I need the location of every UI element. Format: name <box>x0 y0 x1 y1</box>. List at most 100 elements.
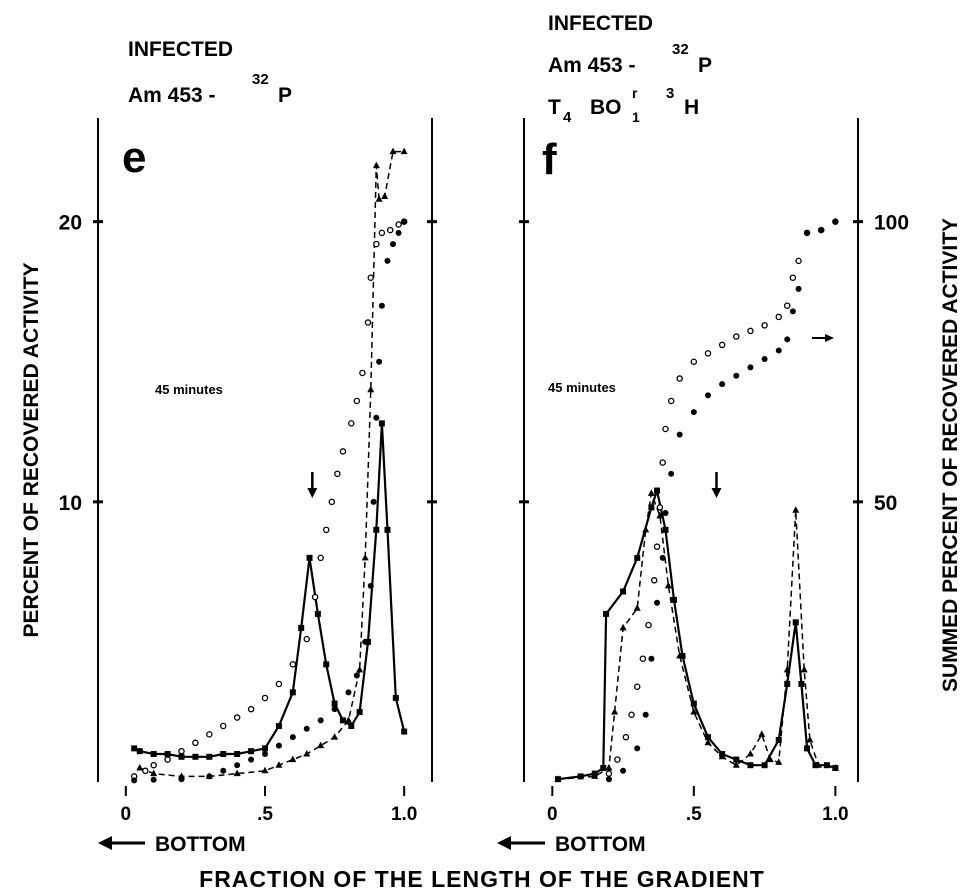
marker-filled-circle <box>370 498 377 505</box>
marker-filled-circle <box>733 372 740 379</box>
marker-filled-circle <box>178 776 185 783</box>
y-axis-label: PERCENT OF RECOVERED ACTIVITY <box>20 263 43 638</box>
x-tick-label: .5 <box>686 804 702 825</box>
marker-open-circle <box>339 448 347 455</box>
marker-square <box>690 700 697 707</box>
x-tick-label: 1.0 <box>391 804 417 825</box>
marker-triangle <box>690 707 698 715</box>
marker-triangle <box>831 763 839 771</box>
marker-square <box>289 689 296 696</box>
marker-square <box>654 487 661 494</box>
marker-triangle <box>372 161 380 169</box>
marker-triangle <box>375 195 383 202</box>
panel: 0 .5 1.0 50 100 <box>519 118 909 825</box>
marker-open-circle <box>233 714 241 721</box>
marker-square <box>192 753 199 760</box>
marker-filled-circle <box>384 257 391 264</box>
y-tick-label: 10 <box>59 492 82 515</box>
marker-square <box>339 717 346 724</box>
marker-square <box>234 750 241 757</box>
marker-square <box>620 588 627 595</box>
marker-filled-circle <box>234 762 241 769</box>
marker-triangle <box>800 665 808 673</box>
marker-square <box>206 753 213 760</box>
header-sub: 4 <box>563 109 572 126</box>
header-line: INFECTED <box>548 12 653 35</box>
marker-filled-circle <box>303 725 310 732</box>
x-tick-label: 0 <box>547 804 558 825</box>
marker-triangle <box>331 733 339 740</box>
marker-square <box>671 596 678 603</box>
header-sup: 3 <box>666 85 674 102</box>
marker-square <box>577 773 584 780</box>
marker-triangle <box>345 716 352 723</box>
marker-open-circle <box>164 756 171 763</box>
panel-letter: e <box>122 133 146 182</box>
marker-filled-circle <box>719 381 726 388</box>
marker-triangle <box>275 761 283 768</box>
marker-square <box>804 745 811 752</box>
header-line: P <box>278 84 292 107</box>
marker-triangle <box>367 385 375 393</box>
arrow-head <box>497 836 511 850</box>
marker-triangle <box>233 769 241 777</box>
marker-square <box>798 680 805 687</box>
marker-open-circle <box>718 341 726 349</box>
marker-triangle <box>361 553 369 561</box>
marker-triangle <box>806 735 814 743</box>
marker-open-circle <box>192 739 199 747</box>
marker-filled-circle <box>401 218 408 225</box>
marker-filled-circle <box>642 711 649 718</box>
marker-square <box>220 750 227 757</box>
marker-open-circle <box>328 498 336 506</box>
marker-square <box>733 756 740 763</box>
marker-filled-circle <box>659 554 666 561</box>
marker-triangle <box>591 772 599 779</box>
marker-triangle <box>718 752 726 760</box>
marker-triangle <box>356 665 364 673</box>
marker-filled-circle <box>804 229 811 236</box>
marker-open-circle <box>261 694 269 702</box>
marker-filled-circle <box>634 745 641 752</box>
marker-triangle <box>605 763 613 771</box>
marker-filled-circle <box>662 510 669 517</box>
marker-triangle <box>746 749 754 757</box>
header-line: BO <box>590 96 622 119</box>
marker-open-circle <box>317 554 324 562</box>
marker-triangle <box>647 489 655 496</box>
marker-open-circle <box>690 358 698 365</box>
marker-open-circle <box>348 420 355 427</box>
marker-triangle <box>554 775 562 782</box>
marker-open-circle <box>645 621 652 629</box>
marker-open-circle <box>667 397 675 405</box>
marker-square <box>679 652 686 659</box>
marker-square <box>603 610 610 617</box>
marker-square <box>747 762 754 769</box>
marker-open-circle <box>676 375 683 382</box>
marker-square <box>314 610 321 617</box>
header-line: Am 453 - <box>548 54 636 77</box>
marker-open-circle <box>775 313 782 321</box>
marker-square <box>634 554 641 561</box>
header-line: T <box>548 96 561 119</box>
header-sup: r <box>632 85 638 101</box>
marker-open-circle <box>650 577 658 584</box>
marker-open-circle <box>289 661 297 668</box>
marker-filled-circle <box>362 638 369 645</box>
y2-tick-label: 100 <box>874 212 909 235</box>
marker-square <box>131 745 138 752</box>
x-axis-label: FRACTION OF THE LENGTH OF THE GRADIENT <box>199 866 765 892</box>
marker-filled-circle <box>353 672 360 679</box>
bottom-arrows <box>98 334 834 850</box>
marker-square <box>178 753 185 760</box>
marker-triangle <box>676 651 684 659</box>
marker-filled-circle <box>345 689 352 696</box>
header-e: INFECTED Am 453 - 32 P <box>128 38 292 107</box>
marker-open-circle <box>605 770 613 777</box>
marker-filled-circle <box>289 734 296 741</box>
marker-filled-circle <box>747 364 754 371</box>
marker-square <box>298 624 305 631</box>
marker-square <box>792 619 799 626</box>
marker-filled-circle <box>605 776 612 783</box>
marker-triangle <box>619 623 627 631</box>
